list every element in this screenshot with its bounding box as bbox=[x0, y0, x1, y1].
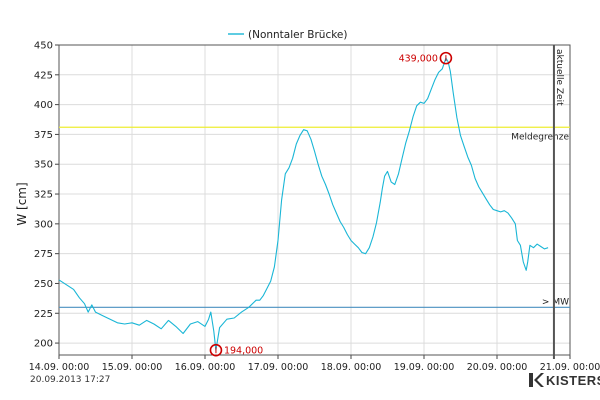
y-tick-label: 300 bbox=[34, 219, 53, 230]
min-marker bbox=[209, 343, 223, 357]
min-label: 194,000 bbox=[224, 346, 263, 357]
y-tick-label: 275 bbox=[34, 249, 53, 260]
series-line bbox=[58, 57, 549, 351]
x-tick-label: 17.09. 00:00 bbox=[248, 362, 309, 373]
y-tick-label: 425 bbox=[34, 70, 53, 81]
max-marker bbox=[439, 51, 453, 65]
legend-label: (Nonntaler Brücke) bbox=[248, 29, 347, 41]
x-tick-label: 20.09. 00:00 bbox=[467, 362, 528, 373]
plot-area bbox=[59, 45, 570, 355]
y-axis-label: W [cm] bbox=[15, 182, 29, 225]
x-tick-label: 19.09. 00:00 bbox=[394, 362, 455, 373]
y-tick-label: 375 bbox=[34, 130, 53, 141]
y-tick-label: 350 bbox=[34, 160, 53, 171]
y-tick-label: 200 bbox=[34, 339, 53, 350]
y-tick-label: 400 bbox=[34, 100, 53, 111]
x-tick-label: 21.09. 00:00 bbox=[540, 362, 600, 373]
footer-timestamp: 20.09.2013 17:27 bbox=[30, 375, 111, 385]
current-time-label: aktuelle Zeit bbox=[554, 49, 564, 106]
kisters-logo-text: KISTERS bbox=[546, 372, 600, 388]
x-tick-label: 16.09. 00:00 bbox=[175, 362, 236, 373]
plot-frame bbox=[58, 44, 571, 356]
x-tick-label: 18.09. 00:00 bbox=[321, 362, 382, 373]
threshold-label-mw: > MW bbox=[542, 297, 569, 307]
kisters-logo: KISTERS bbox=[528, 372, 600, 388]
threshold-label-meldegrenze: Meldegrenze bbox=[511, 132, 569, 142]
kisters-logo-icon bbox=[529, 373, 544, 387]
y-tick-label: 250 bbox=[34, 279, 53, 290]
x-tick-label: 14.09. 00:00 bbox=[29, 362, 90, 373]
x-tick-label: 15.09. 00:00 bbox=[102, 362, 163, 373]
y-tick-label: 325 bbox=[34, 190, 53, 201]
y-tick-label: 225 bbox=[34, 309, 53, 320]
max-label: 439,000 bbox=[399, 54, 438, 65]
y-tick-label: 450 bbox=[34, 41, 53, 52]
